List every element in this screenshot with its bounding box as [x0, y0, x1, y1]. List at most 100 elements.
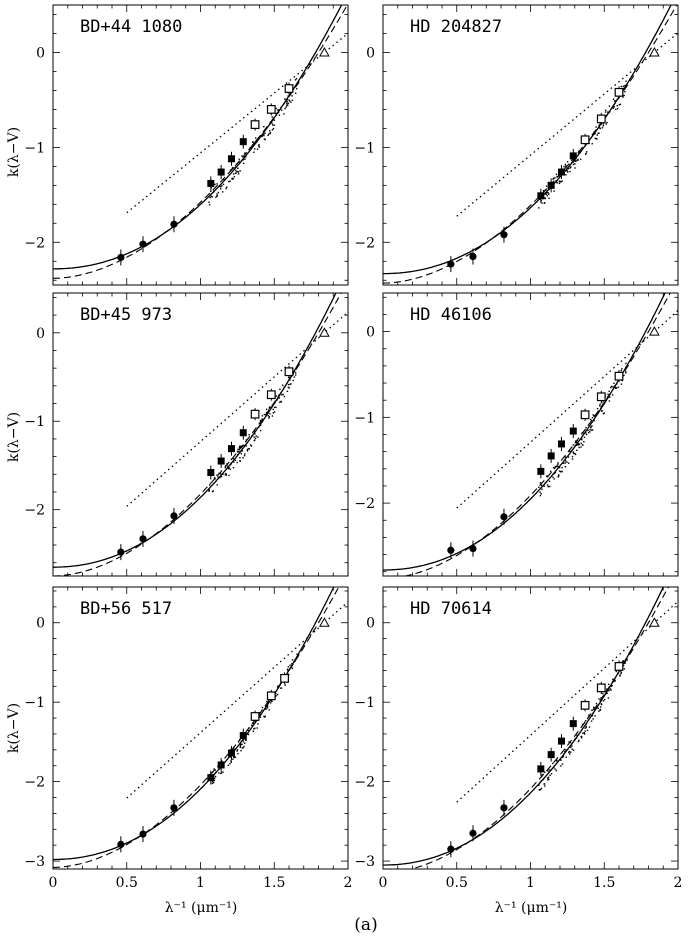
spectral-point [241, 445, 244, 447]
spectral-point [595, 702, 598, 705]
spectral-point [209, 484, 211, 486]
y-tick-label: −3 [354, 854, 375, 870]
spectral-point [273, 119, 275, 121]
spectral-point [548, 193, 550, 195]
spectral-point [598, 710, 600, 712]
spectral-point [601, 409, 603, 412]
spectral-point [269, 123, 271, 125]
spectral-point [561, 763, 564, 765]
spectral-point [613, 106, 615, 108]
spectral-point [611, 684, 613, 687]
spectral-point [577, 444, 580, 446]
spectral-point [583, 436, 586, 439]
spectral-point [240, 750, 242, 752]
spectral-point [213, 190, 215, 192]
spectral-point [239, 170, 241, 172]
spectral-point [230, 760, 232, 762]
spectral-point [567, 456, 570, 458]
spectral-point [625, 371, 627, 373]
x-tick-label: 1 [196, 875, 205, 891]
spectral-point [252, 141, 254, 143]
spectral-point [539, 788, 542, 791]
spectral-point [621, 368, 623, 370]
spectral-point [574, 160, 576, 162]
spectral-point [556, 182, 558, 184]
open-square-marker [284, 84, 294, 93]
spectral-point [620, 383, 623, 385]
spectral-point [542, 189, 545, 192]
square-marker [569, 427, 577, 435]
spectral-point [247, 448, 249, 450]
spectral-point [254, 148, 256, 150]
spectral-point [574, 452, 576, 455]
spectral-point [253, 142, 256, 144]
spectral-point [260, 421, 262, 423]
spectral-point [242, 159, 244, 161]
triangle-marker [319, 327, 330, 337]
spectral-point [288, 100, 291, 102]
spectral-point [574, 440, 577, 442]
spectral-point [219, 473, 222, 475]
spectral-point [259, 711, 261, 714]
panel-title: HD 204827 [410, 17, 502, 37]
spectral-point [564, 456, 567, 458]
spectral-point [254, 140, 257, 143]
square-marker [239, 138, 247, 146]
spectral-point [257, 723, 259, 725]
spectral-point [287, 666, 290, 668]
spectral-point [588, 726, 591, 728]
spectral-point [562, 462, 565, 464]
spectral-point [253, 430, 256, 432]
spectral-point [556, 175, 558, 178]
spectral-point [599, 405, 601, 407]
spectral-point [236, 461, 238, 464]
spectral-point [247, 729, 249, 732]
spectral-point [568, 750, 570, 753]
spectral-point [572, 163, 575, 166]
spectral-point [276, 399, 278, 401]
spectral-point [544, 481, 547, 484]
spectral-point [272, 408, 274, 411]
spectral-point [229, 468, 231, 470]
spectral-point [247, 733, 249, 735]
panel-title: BD+44 1080 [80, 17, 182, 37]
spectral-point [585, 725, 587, 728]
spectral-point [568, 751, 570, 754]
spectral-point [557, 474, 560, 476]
spectral-point [244, 453, 246, 455]
spectral-point [590, 715, 592, 717]
spectral-point [227, 764, 230, 767]
spectral-point [244, 152, 246, 154]
spectral-point [580, 446, 582, 448]
spectral-point [545, 185, 548, 187]
circle-marker [469, 829, 477, 837]
spectral-point [607, 683, 610, 686]
spectral-point [280, 400, 282, 403]
y-tick-label: −2 [354, 235, 375, 251]
spectral-point [625, 80, 627, 82]
spectral-point [227, 465, 229, 468]
curves [383, 293, 678, 576]
square-marker [239, 429, 247, 437]
spectral-point [546, 484, 549, 486]
spectral-point [232, 167, 234, 169]
spectral-point [247, 733, 250, 736]
spectral-point [239, 445, 241, 447]
spectral-point [268, 416, 270, 418]
spectral-point [208, 489, 210, 491]
spectral-point [241, 450, 244, 452]
spectral-point [283, 113, 285, 115]
fit-curve-solid [53, 293, 337, 568]
spectral-point [291, 95, 293, 97]
spectral-point [237, 167, 239, 169]
spectral-point [557, 462, 559, 464]
spectral-point [289, 93, 292, 95]
spectral-point [617, 672, 619, 675]
panel-title: BD+45 973 [80, 305, 172, 325]
spectral-point [540, 787, 543, 790]
spectral-point [220, 475, 223, 478]
spectral-point [561, 180, 563, 182]
x-tick-label: 1.5 [263, 875, 285, 891]
spectral-point [283, 386, 286, 388]
square-marker [537, 467, 545, 475]
